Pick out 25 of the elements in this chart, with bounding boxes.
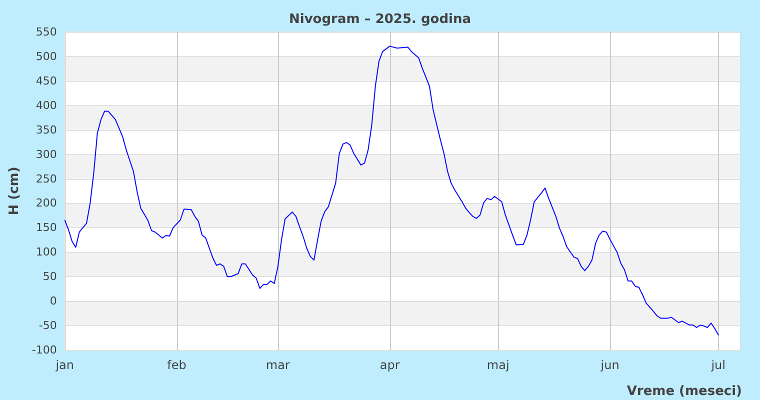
x-axis-title: Vreme (meseci) <box>626 384 742 399</box>
line-series <box>64 46 719 336</box>
x-tick-label: feb <box>167 358 186 372</box>
y-tick-label: 350 <box>36 123 57 136</box>
y-tick-label: 200 <box>36 196 57 210</box>
y-tick-label: 50 <box>42 270 57 284</box>
y-tick-label: 250 <box>36 172 57 186</box>
x-tick-label: jun <box>600 358 620 372</box>
x-tick-label: jan <box>54 358 74 372</box>
y-tick-label: 100 <box>36 246 57 259</box>
x-tick-label: apr <box>380 358 400 372</box>
y-tick-label: -100 <box>32 344 57 356</box>
y-axis-title: H (cm) <box>7 166 22 216</box>
x-tick-label: mar <box>266 358 290 372</box>
y-tick-label: 500 <box>36 50 57 63</box>
y-tick-label: 0 <box>50 294 57 308</box>
y-tick-label: 450 <box>36 74 57 88</box>
y-tick-label: 300 <box>36 148 57 161</box>
y-tick-label: 400 <box>36 98 57 112</box>
y-tick-label: -50 <box>38 319 57 332</box>
y-tick-label: 550 <box>36 26 57 38</box>
x-tick-label: maj <box>486 358 510 372</box>
x-tick-label: jul <box>710 358 726 372</box>
chart-title: Nivogram – 2025. godina <box>289 12 471 27</box>
y-tick-label: 150 <box>36 221 57 234</box>
